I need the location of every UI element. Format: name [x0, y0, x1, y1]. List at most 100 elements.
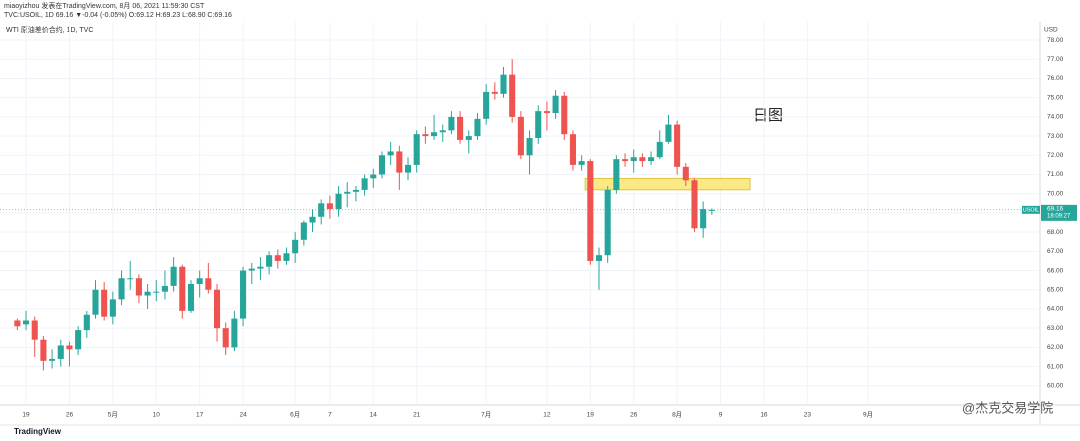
x-tick-label: 8月 — [672, 411, 682, 419]
x-tick-label: 26 — [630, 412, 638, 419]
candle-body — [491, 91, 498, 94]
candle-body — [639, 157, 646, 162]
candle-body — [413, 134, 420, 165]
brand: TradingView — [14, 427, 62, 436]
x-tick-label: 6月 — [290, 411, 300, 419]
candle-body — [378, 155, 386, 175]
candle-body — [40, 339, 47, 361]
x-tick-label: 19 — [587, 412, 595, 419]
candle-body — [578, 161, 585, 165]
y-tick-label: 70.00 — [1047, 190, 1064, 197]
x-tick-label: 9月 — [863, 411, 873, 419]
candle-body — [344, 191, 351, 194]
x-tick-label: 16 — [760, 412, 768, 419]
candle-body — [561, 95, 568, 135]
y-unit: USD — [1044, 27, 1058, 34]
x-tick-label: 26 — [66, 412, 74, 419]
zone — [584, 177, 751, 191]
y-tick-label: 67.00 — [1047, 248, 1064, 255]
y-tick-label: 72.00 — [1047, 152, 1064, 159]
candle-body — [517, 116, 524, 156]
candle-body — [66, 345, 73, 350]
x-tick-label: 12 — [543, 412, 551, 419]
candle-body — [708, 209, 715, 211]
symbol-line: TVC:USOIL, 1D 69.16 ▼-0.04 (-0.05%) O:69… — [4, 12, 232, 19]
candle-body — [465, 136, 472, 140]
candle-body — [691, 180, 698, 229]
candle-body — [109, 299, 116, 317]
y-tick-label: 64.00 — [1047, 306, 1064, 313]
x-tick-label: 10 — [153, 412, 161, 419]
y-tick-label: 71.00 — [1047, 171, 1064, 178]
symbol-label: USOIL — [1023, 207, 1040, 213]
candle-body — [283, 253, 290, 261]
candle-body — [604, 189, 611, 256]
candle-body — [205, 278, 212, 290]
y-tick-label: 78.00 — [1047, 37, 1064, 44]
candle-body — [161, 285, 168, 292]
candle-body — [127, 278, 134, 280]
candle-body — [404, 164, 412, 173]
y-tick-label: 68.00 — [1047, 229, 1064, 236]
candle-body — [595, 255, 603, 261]
candle-body — [535, 111, 542, 139]
candle-body — [187, 283, 195, 311]
x-tick-label: 9 — [719, 412, 723, 419]
candle-body — [361, 178, 368, 190]
annotation: 日图 — [753, 107, 783, 124]
x-tick-label: 7月 — [481, 411, 491, 419]
y-tick-label: 73.00 — [1047, 133, 1064, 140]
candle-body — [370, 174, 377, 179]
y-tick-label: 61.00 — [1047, 363, 1064, 370]
candle-body — [674, 124, 681, 167]
candle-body — [526, 138, 533, 156]
candle-body — [274, 255, 281, 261]
candle-body — [569, 134, 576, 165]
candle-body — [622, 159, 629, 162]
y-tick-label: 75.00 — [1047, 94, 1064, 101]
candle-body — [222, 328, 229, 348]
candle-body — [57, 345, 64, 359]
y-tick-label: 60.00 — [1047, 383, 1064, 390]
y-tick-label: 66.00 — [1047, 267, 1064, 274]
candle-body — [196, 278, 203, 284]
x-tick-label: 24 — [239, 412, 247, 419]
candle-body — [483, 91, 490, 119]
symbol-tag — [1022, 205, 1040, 214]
x-tick-label: 17 — [196, 412, 204, 419]
candle-body — [257, 266, 264, 269]
candle-body — [431, 132, 438, 137]
candle-body — [422, 134, 429, 137]
candle-body — [457, 116, 464, 140]
price-tag — [1041, 204, 1077, 221]
candle-body — [656, 141, 663, 158]
price-label: 69.16 — [1047, 206, 1064, 213]
candle-body — [543, 111, 550, 114]
candle-body — [474, 118, 481, 137]
candle-body — [49, 358, 56, 361]
candle-body — [309, 216, 316, 223]
candle-body — [14, 320, 21, 327]
author-line: miaoyizhou 发表在TradingView.com, 8月 06, 20… — [4, 1, 205, 10]
x-tick-label: 14 — [370, 412, 378, 419]
candle-body — [648, 157, 655, 162]
countdown-label: 18:09:27 — [1047, 213, 1071, 219]
candle-body — [144, 291, 151, 296]
candle-body — [248, 268, 255, 271]
candle-body — [23, 320, 30, 325]
y-tick-label: 74.00 — [1047, 114, 1064, 121]
candle-body — [213, 289, 221, 329]
x-tick-label: 21 — [413, 412, 421, 419]
y-tick-label: 63.00 — [1047, 325, 1064, 332]
chart-title: WTI 原油差价合约, 1D, TVC — [6, 25, 93, 34]
candle-body — [630, 157, 637, 162]
candle-body — [118, 278, 125, 300]
x-tick-label: 5月 — [108, 411, 118, 419]
y-tick-label: 65.00 — [1047, 286, 1064, 293]
candle-body — [179, 266, 186, 311]
candle-body — [83, 314, 90, 331]
candle-body — [700, 209, 707, 229]
candle-body — [509, 74, 516, 117]
